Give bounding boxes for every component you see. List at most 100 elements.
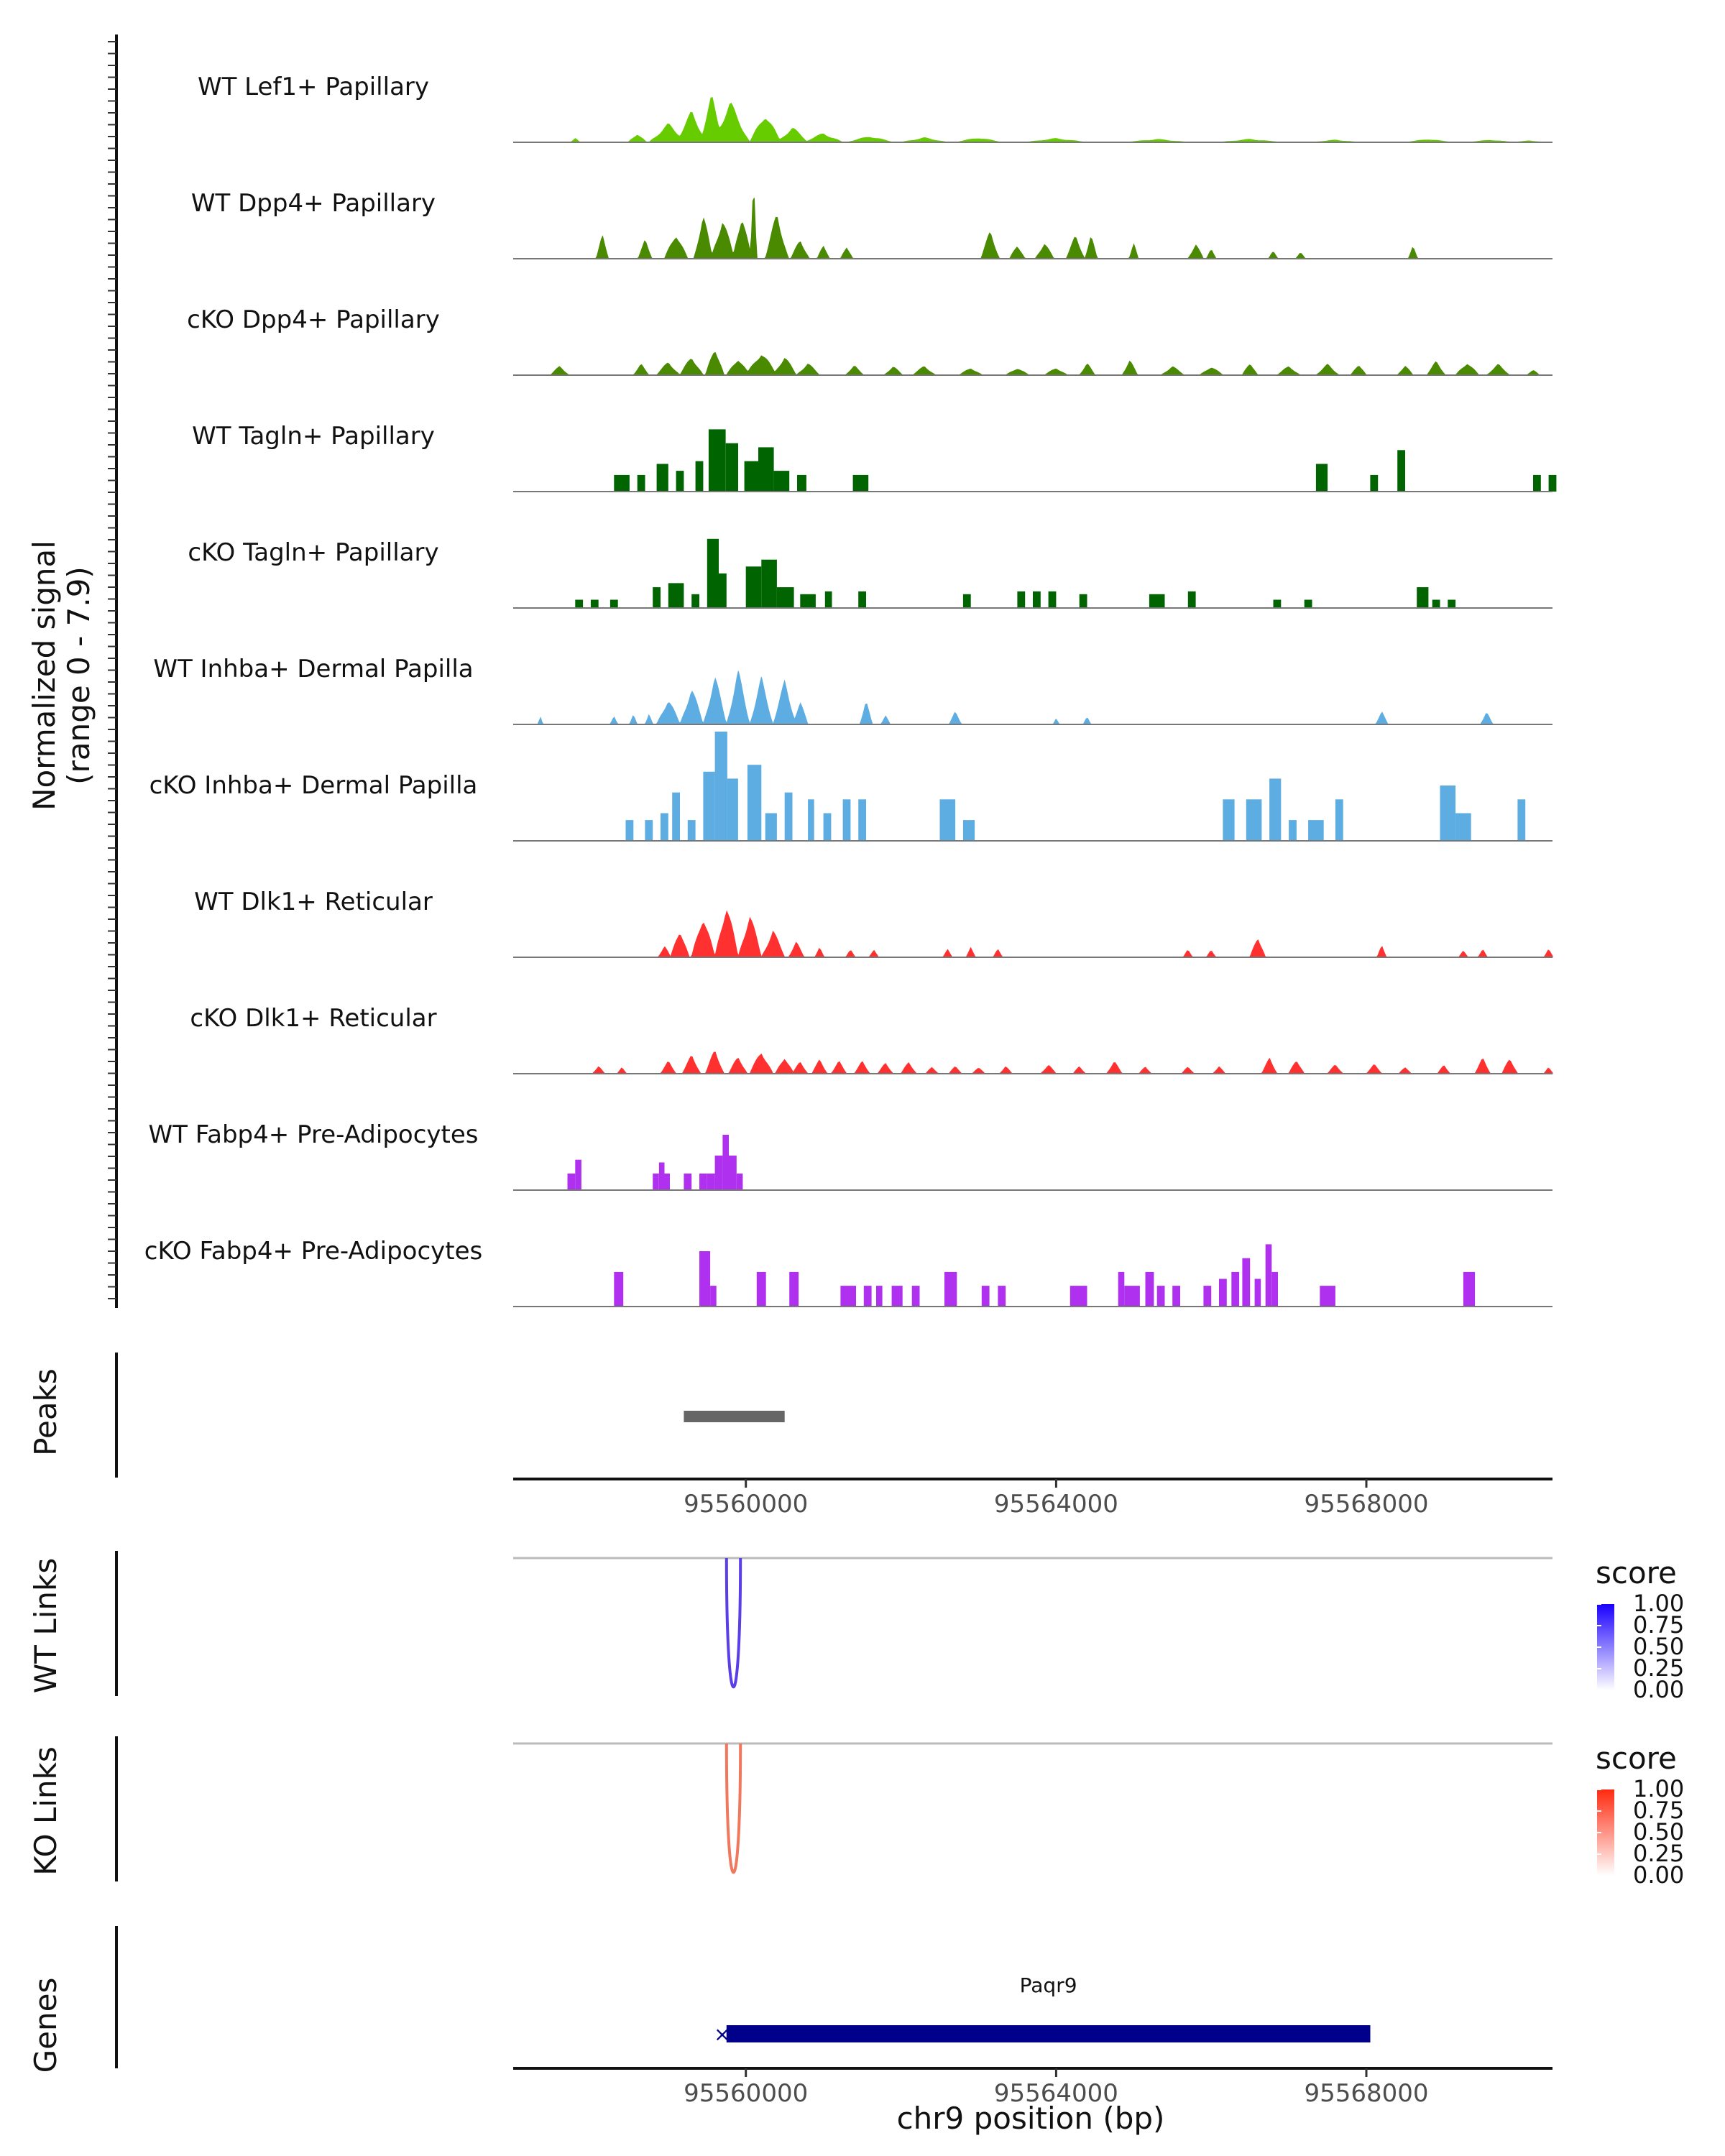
- coverage-signal-block: [998, 1286, 1006, 1307]
- legend-tick-label: 0.75: [1633, 1611, 1684, 1639]
- coverage-track-label: cKO Fabp4+ Pre-Adipocytes: [144, 1237, 483, 1266]
- coverage-signal-block: [727, 778, 738, 841]
- coverage-track: cKO Dpp4+ Papillary: [187, 305, 1552, 376]
- coverage-signal-block: [789, 1271, 799, 1307]
- coverage-signal-block: [765, 813, 777, 841]
- coverage-track: cKO Tagln+ Papillary: [188, 538, 1552, 609]
- coverage-signal-block: [1455, 813, 1471, 841]
- genes-track-label: Genes: [28, 1978, 63, 2073]
- coverage-track-label: WT Inhba+ Dermal Papilla: [153, 655, 473, 683]
- legend-tick-label: 0.00: [1633, 1861, 1684, 1889]
- x-axis-upper: 95560000 95564000 95568000: [513, 1478, 1552, 1519]
- coverage-signal-block: [1017, 591, 1026, 608]
- coverage-signal-block: [672, 792, 680, 841]
- coverage-signal-block: [707, 1173, 715, 1190]
- coverage-track-label: cKO Tagln+ Papillary: [188, 538, 438, 567]
- coverage-signal-area: [513, 198, 1552, 260]
- x-axis-tick-label: 95564000: [994, 1490, 1118, 1519]
- coverage-signal-block: [776, 587, 794, 608]
- links-track-label: WT Links: [28, 1558, 63, 1693]
- coverage-signal-block: [567, 1173, 576, 1190]
- coverage-signal-block: [575, 599, 584, 608]
- coverage-signal-block: [1070, 1286, 1087, 1307]
- coverage-signal-block: [684, 1173, 692, 1190]
- coverage-signal-block: [661, 813, 668, 841]
- coverage-signal-block: [1231, 1271, 1240, 1307]
- coverage-ylabel-line2: (range 0 - 7.9): [61, 566, 96, 785]
- coverage-signal-block: [962, 820, 975, 841]
- x-axis-tick-label: 95564000: [994, 2079, 1118, 2108]
- coverage-signal-area: [513, 671, 1552, 726]
- coverage-signal-block: [614, 474, 630, 492]
- coverage-track-label: cKO Dlk1+ Reticular: [190, 1004, 436, 1033]
- coverage-signal-block: [808, 799, 814, 841]
- peaks-track-label: Peaks: [28, 1368, 63, 1456]
- coverage-signal-block: [1172, 1286, 1180, 1307]
- coverage-signal-block: [1187, 591, 1196, 608]
- link-arc: [724, 1557, 742, 1689]
- coverage-signal-block: [1246, 799, 1262, 841]
- coverage-signal-block: [745, 566, 762, 608]
- coverage-signal-block: [1315, 464, 1328, 492]
- coverage-signal-block: [699, 1173, 707, 1190]
- coverage-signal-block: [590, 599, 599, 608]
- links-track-label: KO Links: [28, 1746, 63, 1876]
- coverage-track: WT Tagln+ Papillary: [192, 422, 1557, 492]
- coverage-signal-block: [1203, 1286, 1212, 1307]
- coverage-track-label: WT Lef1+ Papillary: [198, 73, 429, 101]
- coverage-signal-block: [852, 474, 869, 492]
- coverage-signal-block: [658, 1162, 665, 1190]
- coverage-signal-block: [1517, 799, 1526, 841]
- coverage-signal-block: [710, 1286, 717, 1307]
- coverage-signal-block: [722, 1135, 729, 1190]
- coverage-signal-block: [1417, 587, 1429, 608]
- coverage-signal-block: [703, 771, 715, 841]
- coverage-signal-block: [714, 732, 727, 841]
- coverage-signal-block: [823, 813, 832, 841]
- coverage-signal-block: [1033, 591, 1041, 608]
- link-arc: [724, 1743, 742, 1874]
- x-axis-tick-label: 95568000: [1304, 2079, 1428, 2108]
- coverage-track: WT Dpp4+ Papillary: [191, 189, 1552, 260]
- coverage-track: WT Fabp4+ Pre-Adipocytes: [149, 1120, 1552, 1191]
- coverage-signal-block: [645, 820, 653, 841]
- coverage-signal-block: [1273, 599, 1282, 608]
- coverage-signal-block: [1242, 1258, 1251, 1307]
- coverage-signal-block: [842, 799, 851, 841]
- coverage-track-label: cKO Dpp4+ Papillary: [187, 305, 440, 334]
- coverage-signal-block: [911, 1286, 920, 1307]
- coverage-signal-block: [1219, 1279, 1227, 1307]
- coverage-signal-block: [1432, 599, 1440, 608]
- coverage-signal-block: [1118, 1271, 1125, 1307]
- coverage-signal-block: [676, 471, 684, 492]
- coverage-signal-block: [863, 1286, 872, 1307]
- coverage-signal-block: [575, 1159, 581, 1190]
- genes-panel: × Paqr9: [115, 1926, 1371, 2068]
- coverage-signal-block: [1254, 1279, 1261, 1307]
- coverage-signal-block: [858, 591, 866, 608]
- coverage-signal-block: [797, 474, 806, 492]
- coverage-signal-block: [858, 799, 866, 841]
- coverage-track: WT Inhba+ Dermal Papilla: [153, 655, 1552, 726]
- coverage-signal-block: [1223, 799, 1235, 841]
- coverage-signal-block: [939, 799, 956, 841]
- coverage-signal-block: [744, 461, 758, 492]
- coverage-track: cKO Fabp4+ Pre-Adipocytes: [144, 1237, 1552, 1307]
- coverage-signal-block: [653, 587, 661, 608]
- coverage-signal-block: [981, 1286, 990, 1307]
- coverage-signal-block: [1079, 594, 1087, 608]
- coverage-signal-block: [668, 583, 684, 608]
- coverage-signal-block: [625, 820, 634, 841]
- coverage-signal-area: [513, 910, 1553, 959]
- coverage-signal-area: [513, 351, 1552, 376]
- gene-strand-marker: ×: [714, 2022, 730, 2046]
- legend-title: score: [1596, 1741, 1677, 1776]
- coverage-track-label: WT Dlk1+ Reticular: [194, 888, 433, 916]
- coverage-ylabel-line1: Normalized signal: [27, 540, 62, 811]
- coverage-signal-block: [687, 820, 696, 841]
- coverage-signal-block: [1370, 474, 1379, 492]
- coverage-signal-block: [653, 1173, 659, 1190]
- coverage-signal-block: [800, 594, 816, 608]
